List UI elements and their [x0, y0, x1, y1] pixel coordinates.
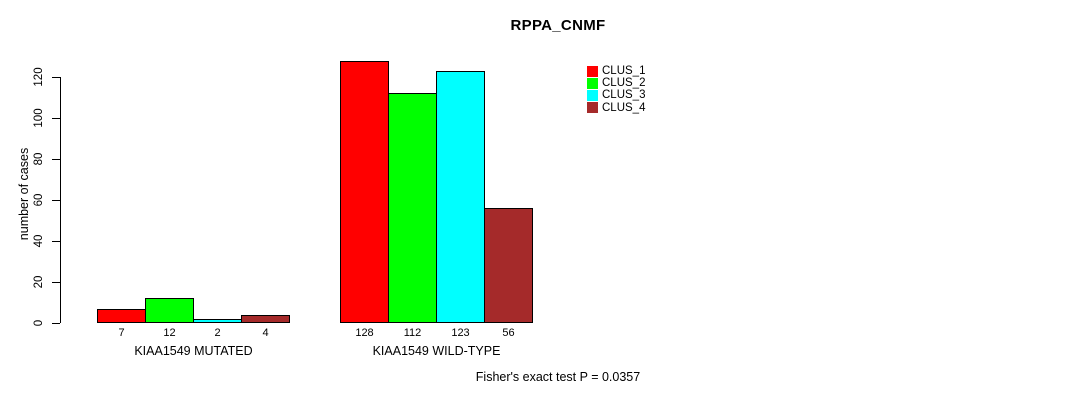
y-tick-label: 100 — [33, 108, 45, 128]
legend-label: CLUS_1 — [602, 65, 646, 78]
legend-label: CLUS_3 — [602, 89, 646, 102]
y-tick-label: 80 — [33, 152, 45, 166]
bar-clus_4 — [484, 208, 533, 323]
bar-value-label: 123 — [451, 327, 470, 339]
bar-value-label: 12 — [163, 327, 176, 339]
legend: CLUS_1 CLUS_2 CLUS_3 CLUS_4 — [587, 65, 645, 114]
y-axis-label: number of cases — [17, 147, 31, 241]
y-tick-mark — [52, 158, 60, 160]
bar-clus_2 — [145, 298, 194, 323]
legend-swatch-icon — [587, 65, 598, 77]
bar-value-label: 56 — [502, 327, 515, 339]
y-tick-label: 40 — [33, 234, 45, 248]
y-tick-mark — [52, 199, 60, 201]
x-category-label: KIAA1549 MUTATED — [134, 344, 253, 358]
y-tick-mark — [52, 281, 60, 283]
bar-value-label: 4 — [262, 327, 269, 339]
legend-swatch-icon — [587, 77, 598, 89]
x-category-label: KIAA1549 WILD-TYPE — [372, 344, 501, 358]
bar-value-label: 7 — [118, 327, 125, 339]
legend-label: CLUS_2 — [602, 77, 646, 90]
legend-item-clus_2: CLUS_2 — [587, 77, 645, 89]
legend-item-clus_3: CLUS_3 — [587, 89, 645, 101]
legend-swatch-icon — [587, 89, 598, 101]
y-tick-label: 0 — [33, 319, 45, 327]
bar-value-label: 2 — [214, 327, 221, 339]
bar-clus_3 — [193, 318, 242, 323]
fisher-test-annotation: Fisher's exact test P = 0.0357 — [475, 370, 641, 384]
y-axis-line — [60, 77, 61, 323]
y-tick-mark — [52, 117, 60, 119]
bar-clus_1 — [97, 308, 146, 323]
y-tick-label: 20 — [33, 275, 45, 289]
legend-swatch-icon — [587, 102, 598, 114]
bar-clus_3 — [436, 70, 485, 323]
y-tick-mark — [52, 76, 60, 78]
legend-item-clus_1: CLUS_1 — [587, 65, 645, 77]
bar-clus_1 — [340, 60, 389, 323]
bar-value-label: 112 — [403, 327, 422, 339]
chart-title: RPPA_CNMF — [510, 17, 606, 34]
y-tick-mark — [52, 240, 60, 242]
bar-clus_4 — [241, 314, 290, 323]
bar-value-label: 128 — [355, 327, 374, 339]
y-tick-label: 60 — [33, 193, 45, 207]
legend-label: CLUS_4 — [602, 101, 646, 114]
y-tick-mark — [52, 322, 60, 324]
bar-clus_2 — [388, 93, 437, 323]
legend-item-clus_4: CLUS_4 — [587, 102, 645, 114]
y-tick-label: 120 — [33, 67, 45, 87]
